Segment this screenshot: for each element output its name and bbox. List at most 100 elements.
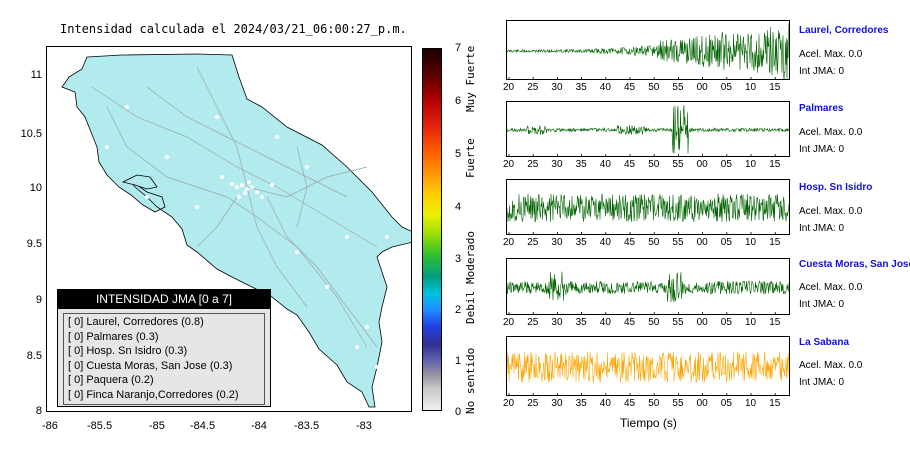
intensity-legend: INTENSIDAD JMA [0 a 7] [ 0] Laurel, Corr… xyxy=(57,289,271,407)
legend-title: INTENSIDAD JMA [0 a 7] xyxy=(58,290,270,309)
seismogram-xtick: 40 xyxy=(599,159,611,170)
seismogram-xtick: 40 xyxy=(599,398,611,409)
station-acel: Acel. Max. 0.0 xyxy=(799,282,863,293)
seismogram-xtick: 00 xyxy=(696,159,708,170)
map-xtick: -84.5 xyxy=(190,420,216,432)
map-xtick: -85.5 xyxy=(87,420,113,432)
colorbar-tick: 6 xyxy=(455,95,462,107)
costa-rica-map xyxy=(61,53,411,408)
seismogram-xtick: 55 xyxy=(672,82,684,93)
trace-line xyxy=(507,193,789,223)
seismogram-xtick: 35 xyxy=(575,82,587,93)
seismogram-xtick: 35 xyxy=(575,237,587,248)
seismogram-xtick: 55 xyxy=(672,317,684,328)
seismogram-xtick: 20 xyxy=(503,159,515,170)
seismogram-xtick: 45 xyxy=(624,159,636,170)
station-name: La Sabana xyxy=(799,337,850,348)
seismogram-xtick: 10 xyxy=(745,398,757,409)
colorbar-label-moderado: Moderado xyxy=(464,231,477,284)
colorbar-label-muy-fuerte: Muy Fuerte xyxy=(464,45,477,112)
seismogram-xtick: 30 xyxy=(551,398,563,409)
seismogram-xtick: 25 xyxy=(527,159,539,170)
seismogram-panel[interactable] xyxy=(506,336,790,396)
seismogram-xtick: 50 xyxy=(648,159,660,170)
seismogram-xtick: 40 xyxy=(599,317,611,328)
colorbar-tick: 1 xyxy=(455,355,462,367)
seismogram-xtick: 35 xyxy=(575,398,587,409)
seismogram-xtick: 15 xyxy=(769,237,781,248)
colorbar-tick: 0 xyxy=(455,406,462,418)
legend-item: [ 0] Cuesta Moras, San Jose (0.3) xyxy=(68,359,233,372)
station-acel: Acel. Max. 0.0 xyxy=(799,360,863,371)
legend-item: [ 0] Paquera (0.2) xyxy=(68,374,154,386)
seismogram-xtick: 00 xyxy=(696,317,708,328)
station-dots xyxy=(105,105,389,369)
station-int: Int JMA: 0 xyxy=(799,223,845,234)
seismogram-xtick: 30 xyxy=(551,317,563,328)
seismogram-panel[interactable] xyxy=(506,20,790,80)
map-ytick: 8 xyxy=(35,405,42,417)
seismogram-xtick: 10 xyxy=(745,237,757,248)
station-int: Int JMA: 0 xyxy=(799,377,845,388)
seismogram-xtick: 05 xyxy=(720,159,732,170)
map-xtick: -83 xyxy=(356,420,372,432)
legend-item: [ 0] Hosp. Sn Isidro (0.3) xyxy=(68,345,188,357)
seismogram-trace xyxy=(507,271,789,314)
seismogram-panel[interactable] xyxy=(506,101,790,157)
legend-list: [ 0] Laurel, Corredores (0.8) [ 0] Palma… xyxy=(63,313,265,405)
seismogram-xtick: 10 xyxy=(745,82,757,93)
seismogram-xtick: 00 xyxy=(696,82,708,93)
station-int: Int JMA: 0 xyxy=(799,66,845,77)
seismogram-trace xyxy=(507,350,789,395)
map-ytick: 10 xyxy=(29,182,42,194)
intensity-colorbar xyxy=(422,48,442,411)
colorbar-tick: 2 xyxy=(455,304,462,316)
seismogram-xtick: 20 xyxy=(503,398,515,409)
map-ytick: 9.5 xyxy=(26,238,42,250)
station-acel: Acel. Max. 0.0 xyxy=(799,49,863,60)
seismogram-xtick: 05 xyxy=(720,317,732,328)
seismogram-panel[interactable] xyxy=(506,179,790,235)
seismogram-xtick: 30 xyxy=(551,237,563,248)
map-xtick: -86 xyxy=(42,420,58,432)
seismogram-panel[interactable] xyxy=(506,258,790,315)
map-xtick: -85 xyxy=(149,420,165,432)
legend-item: [ 0] Palmares (0.3) xyxy=(68,330,159,343)
map-xtick: -83.5 xyxy=(294,420,320,432)
seismogram-xtick: 15 xyxy=(769,159,781,170)
map-xtick: -84 xyxy=(251,420,267,432)
map-ytick: 10.5 xyxy=(20,128,42,140)
legend-item: [ 0] Finca Naranjo,Corredores (0.2) xyxy=(68,388,239,401)
seismogram-xtick: 50 xyxy=(648,82,660,93)
station-name: Cuesta Moras, San Jose xyxy=(799,259,910,270)
seismogram-xtick: 45 xyxy=(624,398,636,409)
trace-line xyxy=(507,105,789,154)
station-acel: Acel. Max. 0.0 xyxy=(799,127,863,138)
seismogram-trace xyxy=(507,105,789,156)
nicoya-gulf-detail xyxy=(121,174,158,190)
seismogram-xtick: 25 xyxy=(527,398,539,409)
seismogram-xtick: 25 xyxy=(527,237,539,248)
colorbar-label-no-sentido: No sentido xyxy=(464,347,477,414)
station-name: Hosp. Sn Isidro xyxy=(799,182,873,193)
station-acel: Acel. Max. 0.0 xyxy=(799,206,863,217)
seismogram-xtick: 45 xyxy=(624,237,636,248)
trace-line xyxy=(507,350,789,383)
seismogram-xtick: 30 xyxy=(551,82,563,93)
map-ytick: 8.5 xyxy=(26,350,42,362)
seismogram-xtick: 15 xyxy=(769,317,781,328)
seismogram-xtick: 55 xyxy=(672,159,684,170)
station-int: Int JMA: 0 xyxy=(799,144,845,155)
seismogram-xtick: 55 xyxy=(672,237,684,248)
station-name: Palmares xyxy=(799,103,844,114)
seismogram-xtick: 50 xyxy=(648,398,660,409)
seismogram-xtick: 05 xyxy=(720,82,732,93)
seismogram-xtick: 05 xyxy=(720,398,732,409)
seismogram-xtick: 40 xyxy=(599,82,611,93)
costa-rica-land xyxy=(61,53,411,408)
station-int: Int JMA: 0 xyxy=(799,299,845,310)
colorbar-tick: 5 xyxy=(455,148,462,160)
trace-line xyxy=(507,271,789,303)
seismogram-xtick: 10 xyxy=(745,317,757,328)
station-name: Laurel, Corredores xyxy=(799,25,889,36)
